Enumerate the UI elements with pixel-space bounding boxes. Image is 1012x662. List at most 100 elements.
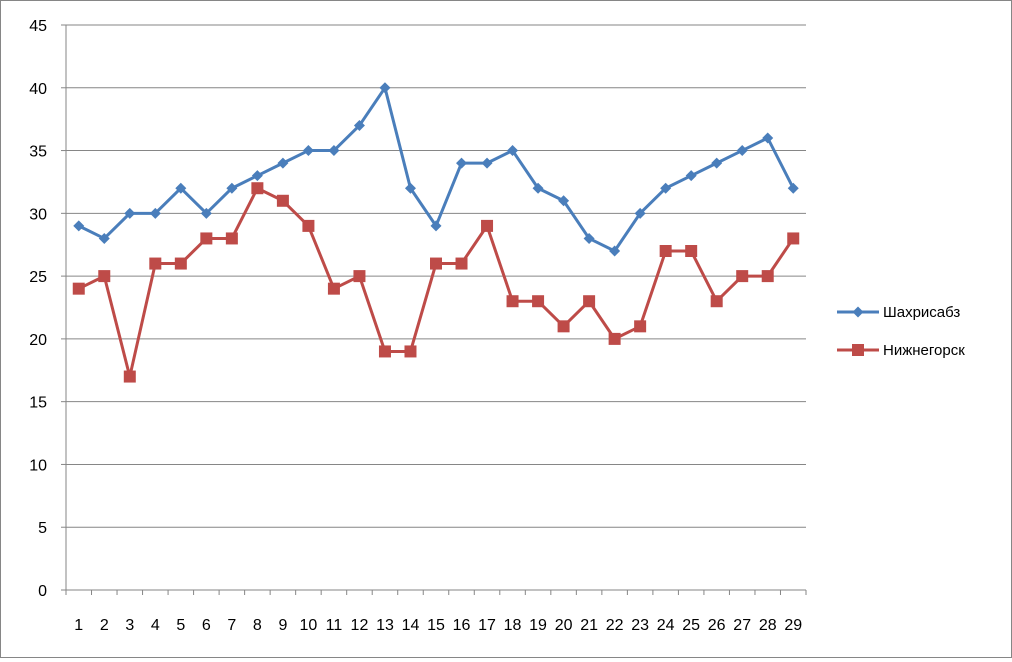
y-tick-label: 25 (29, 269, 47, 286)
data-point (762, 132, 774, 144)
data-point (353, 119, 365, 131)
data-point (276, 194, 289, 207)
data-point (711, 157, 723, 169)
data-point (532, 295, 545, 308)
x-tick-label: 2 (100, 617, 109, 634)
x-tick-label: 12 (351, 617, 369, 634)
data-point (225, 232, 238, 245)
x-tick-label: 6 (202, 617, 211, 634)
x-tick-label: 24 (657, 617, 675, 634)
data-point (608, 332, 621, 345)
data-point (430, 257, 442, 270)
y-tick-label: 0 (38, 583, 47, 600)
data-point (557, 320, 570, 333)
series-2 (72, 182, 800, 383)
x-tick-label: 10 (300, 617, 318, 634)
data-point (659, 245, 672, 257)
legend-marker (852, 306, 864, 318)
data-point (378, 345, 391, 358)
x-tick-label: 21 (580, 617, 598, 634)
x-tick-label: 8 (253, 617, 262, 634)
x-tick-label: 1 (74, 617, 83, 634)
data-point (251, 182, 264, 195)
data-point (98, 270, 111, 283)
y-tick-label: 40 (29, 81, 47, 98)
x-tick-label: 17 (478, 617, 496, 634)
data-point (558, 195, 570, 207)
series-lines (72, 82, 800, 383)
data-point (685, 170, 697, 182)
data-point (506, 295, 519, 308)
data-point (175, 182, 187, 194)
data-point (174, 257, 187, 270)
series-line (78, 186, 795, 379)
x-tick-label: 11 (326, 617, 343, 634)
x-tick-label: 27 (733, 617, 751, 634)
x-tick-label: 13 (376, 617, 394, 634)
y-tick-label: 20 (29, 332, 47, 349)
data-point (124, 207, 136, 219)
y-tick-label: 15 (29, 395, 47, 412)
gridlines (66, 24, 806, 528)
x-tick-label: 19 (529, 617, 547, 634)
data-point (200, 232, 213, 245)
data-point (98, 232, 110, 244)
data-point (787, 182, 799, 194)
y-tick-label: 10 (29, 457, 47, 474)
data-point (430, 220, 442, 232)
series-1 (73, 82, 799, 257)
data-point (583, 232, 595, 244)
x-tick-label: 4 (151, 617, 160, 634)
data-point (226, 182, 238, 194)
y-tick-label: 5 (38, 520, 47, 537)
data-point (200, 207, 212, 219)
legend: Шахрисабз Нижнегорск (837, 304, 965, 359)
data-point (634, 207, 646, 219)
x-tick-label: 7 (227, 617, 236, 634)
data-point (404, 182, 416, 194)
data-point (404, 345, 417, 358)
data-point (787, 232, 800, 245)
data-point (379, 82, 391, 94)
data-point (507, 145, 519, 157)
data-point (532, 182, 544, 194)
y-tick-label: 45 (29, 18, 47, 35)
x-tick-label: 15 (427, 617, 445, 634)
data-point (583, 295, 596, 308)
data-point (481, 157, 493, 169)
data-point (353, 270, 366, 283)
x-tick-label: 28 (759, 617, 777, 634)
data-point (72, 282, 85, 295)
data-point (327, 282, 340, 295)
data-point (149, 257, 162, 270)
data-point (456, 157, 468, 169)
legend-label: Нижнегорск (883, 342, 965, 359)
x-tick-label: 9 (278, 617, 287, 634)
legend-label: Шахрисабз (883, 304, 960, 321)
data-point (328, 145, 340, 157)
data-point (302, 219, 315, 232)
data-point (302, 145, 314, 157)
x-tick-label: 5 (176, 617, 185, 634)
data-point (609, 245, 621, 257)
data-point (634, 320, 647, 333)
data-point (660, 182, 672, 194)
data-point (710, 295, 723, 308)
legend-marker (852, 344, 864, 356)
data-point (736, 270, 749, 283)
x-tick-label: 22 (606, 617, 624, 634)
x-tick-label: 14 (402, 617, 420, 634)
data-point (761, 270, 774, 283)
data-point (685, 245, 698, 257)
data-point (149, 207, 161, 219)
data-point (481, 219, 494, 232)
data-point (123, 370, 136, 383)
x-tick-label: 25 (682, 617, 700, 634)
legend-entry: Шахрисабз (837, 304, 960, 321)
data-point (251, 170, 263, 182)
x-tick-label: 29 (784, 617, 802, 634)
y-tick-label: 35 (29, 144, 47, 161)
